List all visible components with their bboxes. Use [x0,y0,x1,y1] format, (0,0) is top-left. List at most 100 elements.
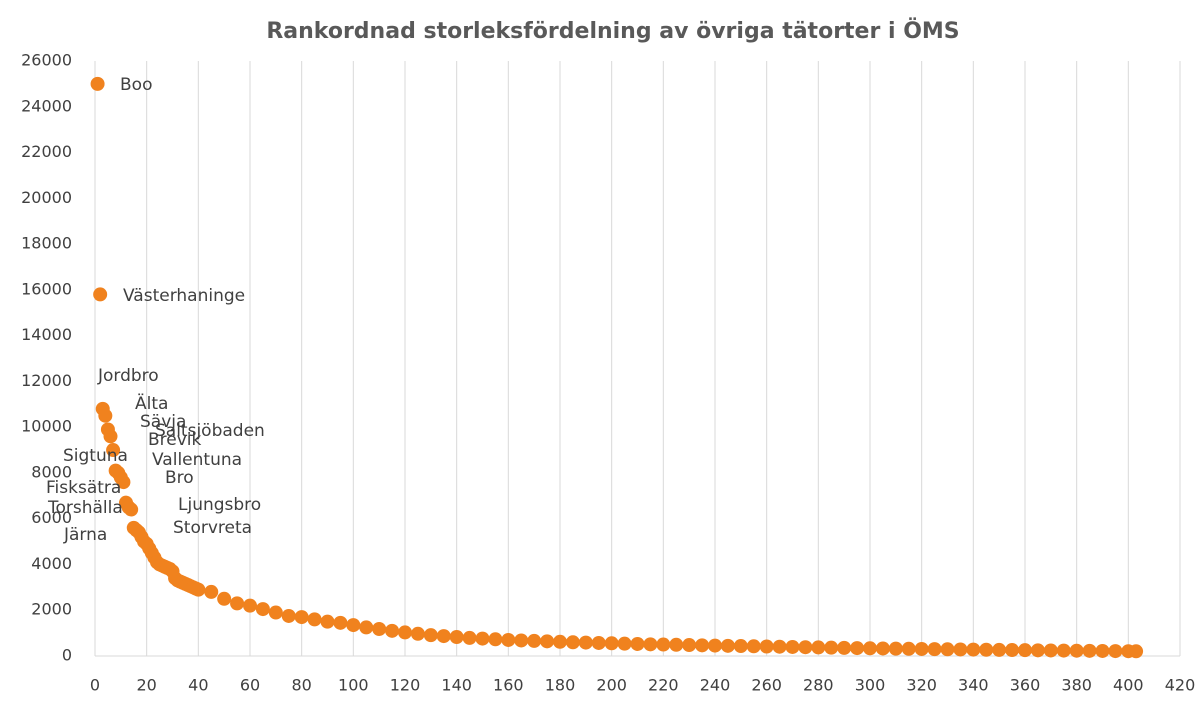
point [927,642,942,657]
point [449,630,464,645]
point-label: Älta [135,393,168,414]
point-label: Torshälla [47,498,123,518]
point-label: Bro [165,468,194,488]
point [953,642,968,657]
x-tick-label: 140 [441,676,472,695]
y-tick-label: 24000 [21,96,72,115]
point [1108,644,1123,659]
point-label: Sigtuna [63,446,128,466]
x-tick-label: 360 [1010,676,1041,695]
point [281,608,296,623]
point [1095,643,1110,658]
x-tick-label: 100 [338,676,369,695]
point [1056,643,1071,658]
point [553,634,567,649]
x-tick-label: 180 [545,676,576,695]
point [372,621,387,636]
point [230,596,245,611]
point-label: Brevik [148,430,202,450]
point [811,640,826,655]
point [398,625,412,640]
point [682,638,697,653]
point [475,631,490,646]
point [103,429,118,444]
point [708,638,722,653]
point [307,612,322,627]
point [436,629,451,644]
point [1129,644,1144,659]
point [98,408,113,423]
point [423,628,438,643]
point [1069,643,1084,658]
point [93,287,108,302]
point-label: Järna [63,525,107,545]
point-label: Fisksätra [46,478,121,498]
point [617,636,632,651]
point [90,76,105,91]
y-tick-label: 12000 [21,371,72,390]
point [824,640,839,655]
point [540,634,555,649]
point [604,636,619,651]
point [759,639,774,654]
point [733,639,748,654]
point-label: Boo [120,75,152,95]
point-label: Västerhaninge [123,286,245,306]
x-tick-label: 220 [648,676,679,695]
point [888,641,903,656]
point [772,639,787,654]
point [1005,643,1020,658]
x-tick-label: 0 [90,676,100,695]
point [656,637,671,652]
point [501,632,516,647]
point [1018,643,1032,658]
point-label: Saltsjöbaden [155,421,265,441]
point [191,582,206,597]
point [294,610,309,625]
y-tick-label: 14000 [21,325,72,344]
x-tick-label: 20 [136,676,156,695]
y-tick-label: 8000 [31,462,72,481]
point [837,640,852,655]
point [268,605,283,620]
point [385,623,400,638]
point [966,642,981,657]
x-tick-label: 40 [188,676,208,695]
point [488,632,503,647]
point [346,618,361,633]
point [850,641,865,656]
point-label: Jordbro [97,366,159,386]
point [914,641,929,656]
point [591,635,606,650]
y-tick-label: 18000 [21,234,72,253]
point [243,598,257,613]
point [204,584,219,599]
point [669,637,684,652]
y-tick-label: 0 [62,646,72,665]
point [514,633,529,648]
point [462,630,477,645]
point [565,635,580,650]
x-tick-label: 60 [240,676,260,695]
point [863,641,877,656]
y-tick-label: 2000 [31,600,72,619]
point-label: Ljungsbro [178,495,261,515]
x-tick-label: 160 [493,676,524,695]
point [116,475,131,490]
point [785,639,800,654]
point [979,642,994,657]
point [643,637,658,652]
point [940,642,955,657]
point [798,640,813,655]
point-label: Vallentuna [152,450,242,470]
y-tick-label: 10000 [21,417,72,436]
point [410,626,425,641]
point [630,636,645,651]
point [875,641,890,656]
point [333,615,348,630]
x-tick-label: 240 [700,676,731,695]
y-tick-label: 6000 [31,508,72,527]
x-tick-label: 300 [855,676,886,695]
point [1082,643,1097,658]
